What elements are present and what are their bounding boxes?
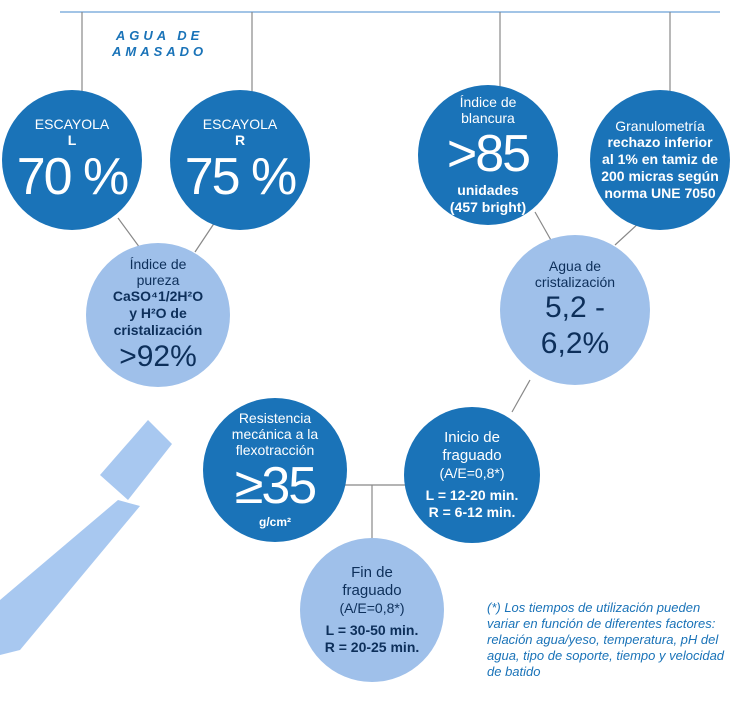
header: AGUA DE AMASADO <box>112 28 207 60</box>
node-title: Agua de cristalización <box>525 258 625 290</box>
footnote: (*) Los tiempos de utilización pueden va… <box>487 600 729 702</box>
node-line: L = 12-20 min. <box>426 487 519 504</box>
node-title: ESCAYOLA <box>203 116 277 132</box>
node-detail: y H²O de <box>129 305 187 322</box>
node-title: ESCAYOLA <box>35 116 109 132</box>
node-detail: unidades <box>457 182 518 199</box>
brush-handle <box>0 500 140 655</box>
node-title: Fin de fraguado <box>337 564 407 600</box>
node-title: Inicio de fraguado <box>432 429 512 465</box>
node-detail: rechazo inferior al 1% en tamiz de 200 m… <box>601 134 719 202</box>
header-line: AMASADO <box>112 44 207 60</box>
node: Inicio de fraguado (A/E=0,8*) L = 12-20 … <box>404 407 540 543</box>
node-title: Índice de pureza <box>118 256 198 288</box>
node-value: >92% <box>119 339 197 375</box>
header-line: AGUA DE <box>112 28 207 44</box>
brush-head <box>100 420 172 500</box>
node-value: 75 % <box>185 149 296 205</box>
node-title: Índice de blancura <box>448 94 528 126</box>
connector <box>512 380 530 412</box>
node: Resistencia mecánica a la flexotracción … <box>203 398 347 542</box>
node: ESCAYOLA R 75 % <box>170 90 310 230</box>
node-value: >85 <box>447 126 529 182</box>
node-line: R = 6-12 min. <box>429 504 516 521</box>
node-subtitle: L <box>68 132 77 149</box>
node-line: L = 30-50 min. <box>326 622 419 639</box>
node-value: ≥35 <box>235 458 315 514</box>
node-condition: (A/E=0,8*) <box>440 465 505 481</box>
node-title: Granulometría <box>615 118 704 134</box>
node-unit: g/cm² <box>259 514 291 531</box>
node-line: R = 20-25 min. <box>325 639 420 656</box>
node-detail: (457 bright) <box>450 199 526 216</box>
page: AGUA DE AMASADO ESCAYOLA L 70 % ESCAYOLA… <box>0 0 736 702</box>
node: ESCAYOLA L 70 % <box>2 90 142 230</box>
node-value: 70 % <box>17 149 128 205</box>
node: Índice de blancura >85 unidades (457 bri… <box>418 85 558 225</box>
node: Granulometría rechazo inferior al 1% en … <box>590 90 730 230</box>
node: Fin de fraguado (A/E=0,8*) L = 30-50 min… <box>300 538 444 682</box>
connector <box>118 218 140 248</box>
node-condition: (A/E=0,8*) <box>340 600 405 616</box>
node-detail: cristalización <box>114 322 203 339</box>
connector <box>195 222 215 252</box>
node: Índice de pureza CaSO⁴1/2H²O y H²O de cr… <box>86 243 230 387</box>
node-subtitle: R <box>235 132 245 149</box>
connector <box>535 212 552 242</box>
node-detail: CaSO⁴1/2H²O <box>113 288 203 305</box>
node-value: 5,2 - 6,2% <box>510 290 640 362</box>
node: Agua de cristalización 5,2 - 6,2% <box>500 235 650 385</box>
node-title: Resistencia mecánica a la flexotracción <box>220 410 330 458</box>
